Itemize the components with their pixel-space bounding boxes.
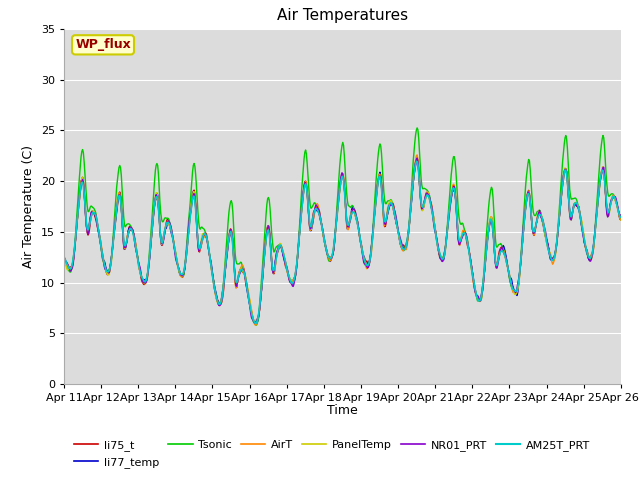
Line: NR01_PRT: NR01_PRT [64, 158, 621, 323]
AM25T_PRT [413, 158, 420, 164]
AM25T_PRT [411, 165, 419, 171]
li77_temp [70, 252, 78, 258]
li75_t [127, 226, 135, 231]
AirT [411, 161, 419, 167]
AirT [60, 256, 68, 262]
Line: PanelTemp: PanelTemp [64, 159, 621, 322]
li77_temp [411, 167, 419, 173]
AM25T_PRT [214, 297, 221, 303]
Tsonic [617, 217, 625, 223]
AM25T_PRT [252, 321, 259, 326]
li75_t [252, 319, 259, 325]
AirT [214, 299, 221, 305]
Tsonic [252, 323, 260, 328]
Tsonic [184, 226, 192, 232]
AirT [617, 217, 625, 223]
li75_t [428, 206, 436, 212]
li77_temp [617, 214, 625, 220]
Tsonic [127, 225, 135, 230]
PanelTemp [250, 319, 257, 324]
AM25T_PRT [428, 208, 436, 214]
li77_temp [60, 256, 68, 262]
PanelTemp [413, 156, 421, 162]
Tsonic [60, 256, 68, 262]
Tsonic [428, 207, 436, 213]
AirT [127, 225, 135, 231]
NR01_PRT [413, 155, 421, 161]
NR01_PRT [428, 204, 436, 210]
li77_temp [253, 320, 260, 325]
Title: Air Temperatures: Air Temperatures [277, 9, 408, 24]
li75_t [70, 250, 78, 256]
PanelTemp [617, 214, 625, 219]
PanelTemp [184, 236, 192, 241]
li75_t [413, 156, 421, 162]
li75_t [214, 297, 221, 302]
PanelTemp [127, 226, 135, 231]
Y-axis label: Air Temperature (C): Air Temperature (C) [22, 145, 35, 268]
AirT [184, 234, 192, 240]
NR01_PRT [70, 253, 78, 259]
li77_temp [214, 297, 221, 302]
AM25T_PRT [617, 214, 625, 220]
NR01_PRT [617, 212, 625, 218]
Tsonic [214, 299, 221, 304]
PanelTemp [60, 261, 68, 266]
AirT [70, 252, 78, 257]
li77_temp [127, 228, 135, 233]
Line: li77_temp: li77_temp [64, 158, 621, 323]
NR01_PRT [60, 252, 68, 258]
NR01_PRT [411, 163, 419, 168]
PanelTemp [411, 165, 419, 170]
AM25T_PRT [127, 226, 135, 232]
Tsonic [70, 249, 78, 255]
li77_temp [413, 156, 421, 161]
AM25T_PRT [184, 236, 192, 242]
NR01_PRT [184, 233, 192, 239]
X-axis label: Time: Time [327, 405, 358, 418]
Line: Tsonic: Tsonic [64, 128, 621, 325]
Text: WP_flux: WP_flux [75, 38, 131, 51]
NR01_PRT [252, 320, 259, 326]
NR01_PRT [214, 298, 221, 303]
AM25T_PRT [60, 255, 68, 261]
li75_t [60, 257, 68, 263]
AirT [428, 203, 436, 208]
PanelTemp [70, 252, 78, 258]
Tsonic [413, 125, 421, 131]
li77_temp [184, 236, 192, 242]
li75_t [411, 165, 419, 171]
Legend: li75_t, li77_temp, Tsonic, AirT, PanelTemp, NR01_PRT, AM25T_PRT: li75_t, li77_temp, Tsonic, AirT, PanelTe… [70, 436, 595, 472]
AM25T_PRT [70, 249, 78, 255]
PanelTemp [214, 299, 221, 304]
li75_t [184, 236, 192, 242]
PanelTemp [428, 204, 436, 210]
Line: li75_t: li75_t [64, 159, 621, 322]
li77_temp [428, 207, 436, 213]
NR01_PRT [127, 225, 135, 230]
li75_t [617, 216, 625, 221]
Line: AM25T_PRT: AM25T_PRT [64, 161, 621, 324]
Tsonic [411, 140, 419, 145]
AirT [413, 152, 421, 158]
Line: AirT: AirT [64, 155, 621, 325]
AirT [252, 322, 259, 328]
